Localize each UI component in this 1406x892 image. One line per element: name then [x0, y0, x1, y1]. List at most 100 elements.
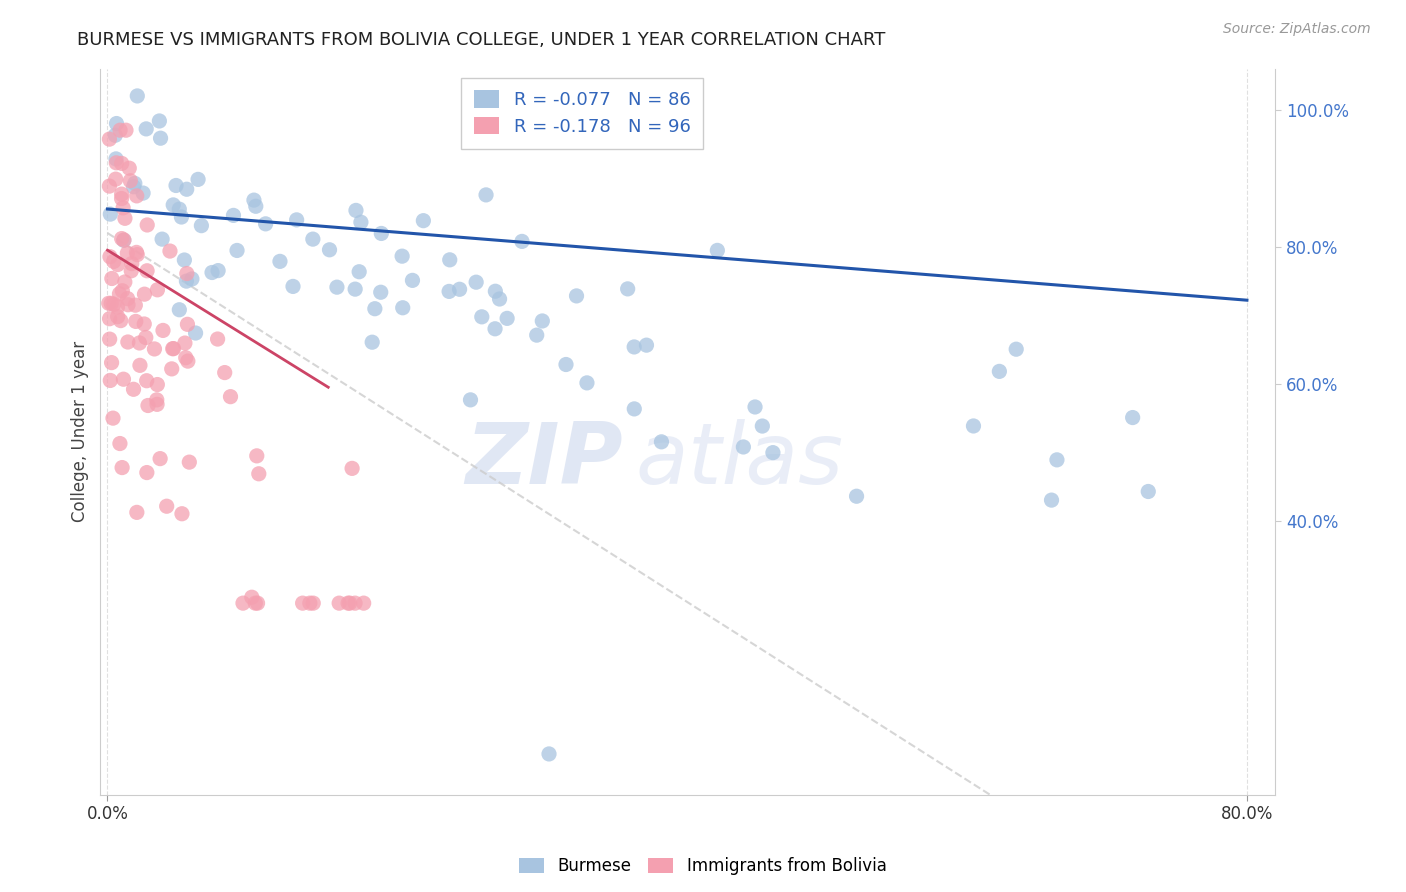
Point [318, 243, 340, 257]
Point [134, 287, 156, 301]
Point [117, 298, 139, 312]
Point [291, 596, 314, 610]
Point [412, 213, 434, 227]
Point [201, 265, 224, 279]
Point [125, 314, 148, 328]
Point [471, 310, 494, 324]
Point [285, 212, 308, 227]
Point [484, 285, 506, 299]
Point [150, 232, 173, 246]
Point [484, 322, 506, 336]
Point [103, 254, 125, 268]
Point [135, 121, 157, 136]
Point [146, 283, 169, 297]
Point [145, 392, 167, 407]
Point [108, 286, 131, 301]
Point [122, 382, 145, 396]
Point [190, 219, 212, 233]
Point [128, 335, 150, 350]
Text: BURMESE VS IMMIGRANTS FROM BOLIVIA COLLEGE, UNDER 1 YEAR CORRELATION CHART: BURMESE VS IMMIGRANTS FROM BOLIVIA COLLE… [77, 31, 886, 49]
Point [401, 273, 423, 287]
Point [107, 310, 129, 324]
Point [751, 419, 773, 434]
Point [121, 256, 143, 270]
Point [111, 231, 134, 245]
Point [117, 334, 139, 349]
Point [125, 505, 148, 519]
Point [650, 434, 672, 449]
Point [361, 335, 384, 350]
Point [391, 301, 413, 315]
Point [101, 271, 124, 285]
Point [219, 390, 242, 404]
Point [488, 292, 510, 306]
Point [247, 467, 270, 481]
Point [104, 172, 127, 186]
Point [744, 400, 766, 414]
Point [1137, 484, 1160, 499]
Point [177, 354, 200, 368]
Point [136, 399, 159, 413]
Point [176, 267, 198, 281]
Legend: Burmese, Immigrants from Bolivia: Burmese, Immigrants from Bolivia [510, 849, 896, 884]
Point [762, 445, 785, 459]
Point [143, 342, 166, 356]
Point [328, 596, 350, 610]
Point [174, 351, 197, 365]
Point [129, 359, 152, 373]
Point [104, 128, 127, 143]
Point [565, 289, 588, 303]
Point [152, 323, 174, 337]
Point [706, 244, 728, 258]
Point [162, 342, 184, 356]
Point [344, 282, 367, 296]
Point [120, 264, 142, 278]
Point [246, 449, 269, 463]
Point [460, 392, 482, 407]
Point [370, 285, 392, 300]
Point [449, 282, 471, 296]
Point [526, 328, 548, 343]
Point [269, 254, 291, 268]
Point [623, 401, 645, 416]
Point [176, 182, 198, 196]
Point [117, 246, 139, 260]
Point [148, 114, 170, 128]
Point [845, 489, 868, 503]
Point [112, 372, 135, 386]
Text: Source: ZipAtlas.com: Source: ZipAtlas.com [1223, 22, 1371, 37]
Point [214, 366, 236, 380]
Point [180, 272, 202, 286]
Point [100, 296, 122, 310]
Text: atlas: atlas [636, 419, 844, 502]
Point [98, 332, 121, 346]
Point [555, 358, 578, 372]
Point [112, 233, 135, 247]
Point [107, 300, 129, 314]
Point [111, 460, 134, 475]
Point [616, 282, 638, 296]
Point [240, 591, 263, 605]
Text: ZIP: ZIP [465, 419, 623, 502]
Point [136, 218, 159, 232]
Point [114, 275, 136, 289]
Point [114, 211, 136, 226]
Point [281, 279, 304, 293]
Point [246, 596, 269, 610]
Point [302, 232, 325, 246]
Point [1122, 410, 1144, 425]
Point [135, 374, 157, 388]
Point [112, 201, 135, 215]
Point [108, 436, 131, 450]
Point [134, 317, 156, 331]
Point [125, 245, 148, 260]
Point [149, 451, 172, 466]
Point [207, 263, 229, 277]
Point [110, 192, 132, 206]
Point [98, 311, 121, 326]
Point [104, 152, 127, 166]
Point [100, 356, 122, 370]
Point [733, 440, 755, 454]
Point [125, 189, 148, 203]
Point [120, 174, 142, 188]
